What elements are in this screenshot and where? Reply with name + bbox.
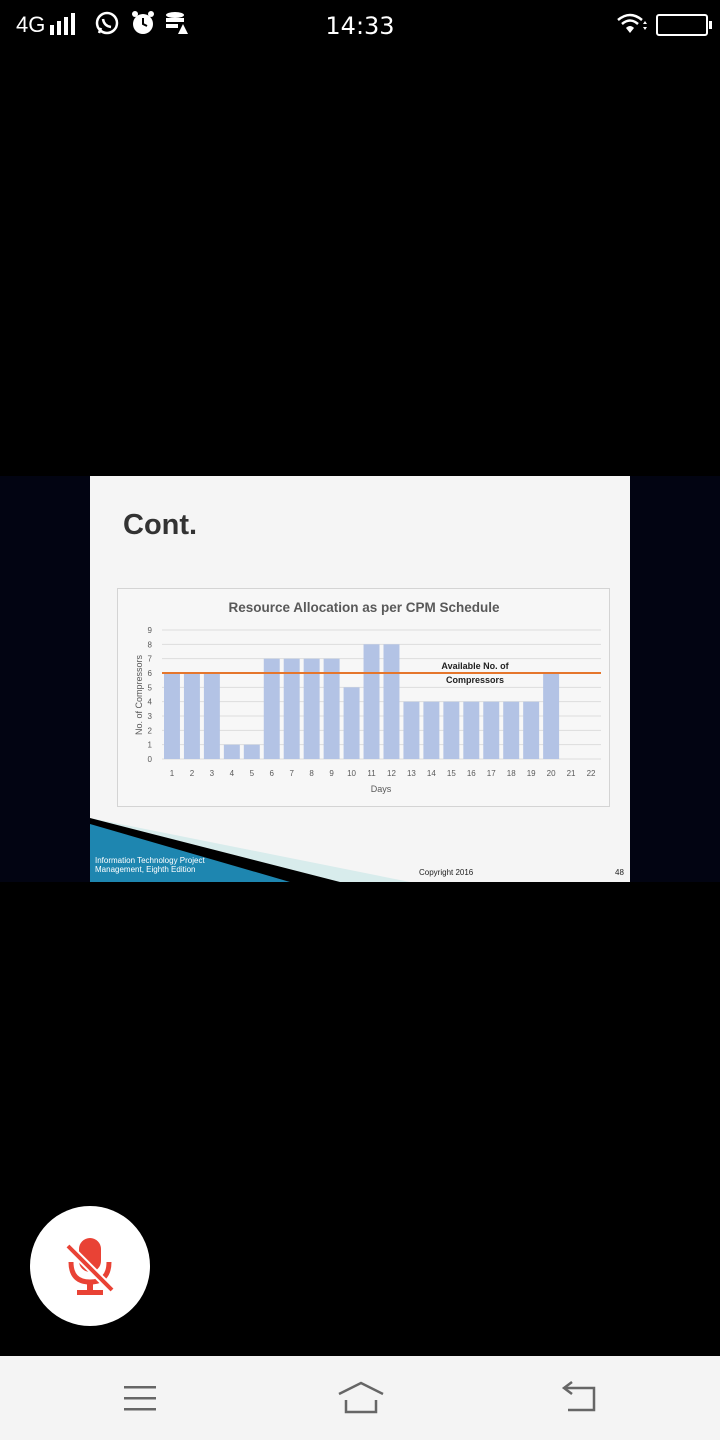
chart-svg: Resource Allocation as per CPM Schedule … [134,600,601,794]
x-tick-label: 4 [230,769,235,778]
bar-day-15 [443,701,460,759]
y-axis-label: No. of Compressors [134,654,144,735]
slide: Cont. Resource Allocation as per CPM Sch… [90,476,630,882]
network-type: 4G [16,12,46,37]
y-tick-label: 0 [148,755,153,764]
bar-day-14 [423,701,440,759]
alarm-icon [132,11,154,34]
footer-book-title: Information Technology Project Managemen… [95,856,205,874]
bar-day-17 [483,701,500,759]
mic-off-icon [65,1238,115,1295]
y-tick-label: 8 [148,640,153,649]
footer-copyright: Copyright 2016 [419,868,474,877]
y-tick-label: 4 [148,698,153,707]
y-tick-label: 2 [148,726,153,735]
x-tick-label: 2 [190,769,195,778]
back-icon[interactable] [560,1378,600,1418]
x-axis-label: Days [371,784,392,794]
wifi-icon [617,13,647,33]
bar-day-6 [263,658,280,759]
bar-day-19 [523,701,540,759]
bar-day-8 [303,658,320,759]
bar-day-9 [323,658,340,759]
mic-button[interactable] [30,1206,150,1326]
x-tick-label: 7 [289,769,294,778]
data-saver-icon [166,12,188,34]
bar-day-20 [543,673,560,759]
x-tick-label: 9 [329,769,334,778]
status-bar: 4G 14:33 [0,0,720,50]
bar-day-4 [223,744,240,759]
navigation-bar [0,1356,720,1440]
available-line-label: Available No. of [441,661,509,671]
battery-icon [656,14,712,36]
x-tick-label: 17 [487,769,496,778]
x-tick-label: 16 [467,769,476,778]
x-tick-label: 8 [309,769,314,778]
chart-title: Resource Allocation as per CPM Schedule [228,600,500,615]
y-tick-label: 5 [148,683,153,692]
x-tick-label: 12 [387,769,396,778]
x-tick-label: 14 [427,769,436,778]
x-tick-label: 11 [367,769,376,778]
x-tick-label: 22 [587,769,596,778]
y-tick-label: 1 [148,741,153,750]
bar-day-1 [163,673,180,759]
available-line-label-2: Compressors [446,675,504,685]
menu-icon[interactable] [120,1378,160,1418]
y-tick-label: 7 [148,655,153,664]
y-tick-label: 3 [148,712,153,721]
chart: Resource Allocation as per CPM Schedule … [117,588,610,807]
x-tick-label: 5 [250,769,255,778]
x-tick-label: 6 [270,769,275,778]
bar-day-13 [403,701,420,759]
x-tick-label: 3 [210,769,215,778]
bar-day-10 [343,687,360,759]
bar-day-3 [203,673,220,759]
slide-footer-decoration [90,818,410,882]
x-tick-label: 10 [347,769,356,778]
y-tick-label: 9 [148,626,153,635]
x-tick-label: 15 [447,769,456,778]
x-tick-label: 13 [407,769,416,778]
x-tick-label: 20 [547,769,556,778]
x-tick-label: 19 [527,769,536,778]
whatsapp-icon [95,11,119,35]
bar-day-18 [503,701,520,759]
bar-day-2 [183,673,200,759]
bar-day-16 [463,701,480,759]
slide-number: 48 [615,868,624,877]
bar-day-5 [243,744,260,759]
x-tick-label: 1 [170,769,175,778]
y-tick-label: 6 [148,669,153,678]
signal-icon [50,13,75,35]
clock: 14:33 [325,12,395,40]
bar-day-12 [383,644,400,759]
x-tick-label: 21 [567,769,576,778]
bar-day-11 [363,644,380,759]
slide-title: Cont. [123,509,198,541]
bar-day-7 [283,658,300,759]
home-icon[interactable] [336,1378,386,1418]
x-tick-label: 18 [507,769,516,778]
